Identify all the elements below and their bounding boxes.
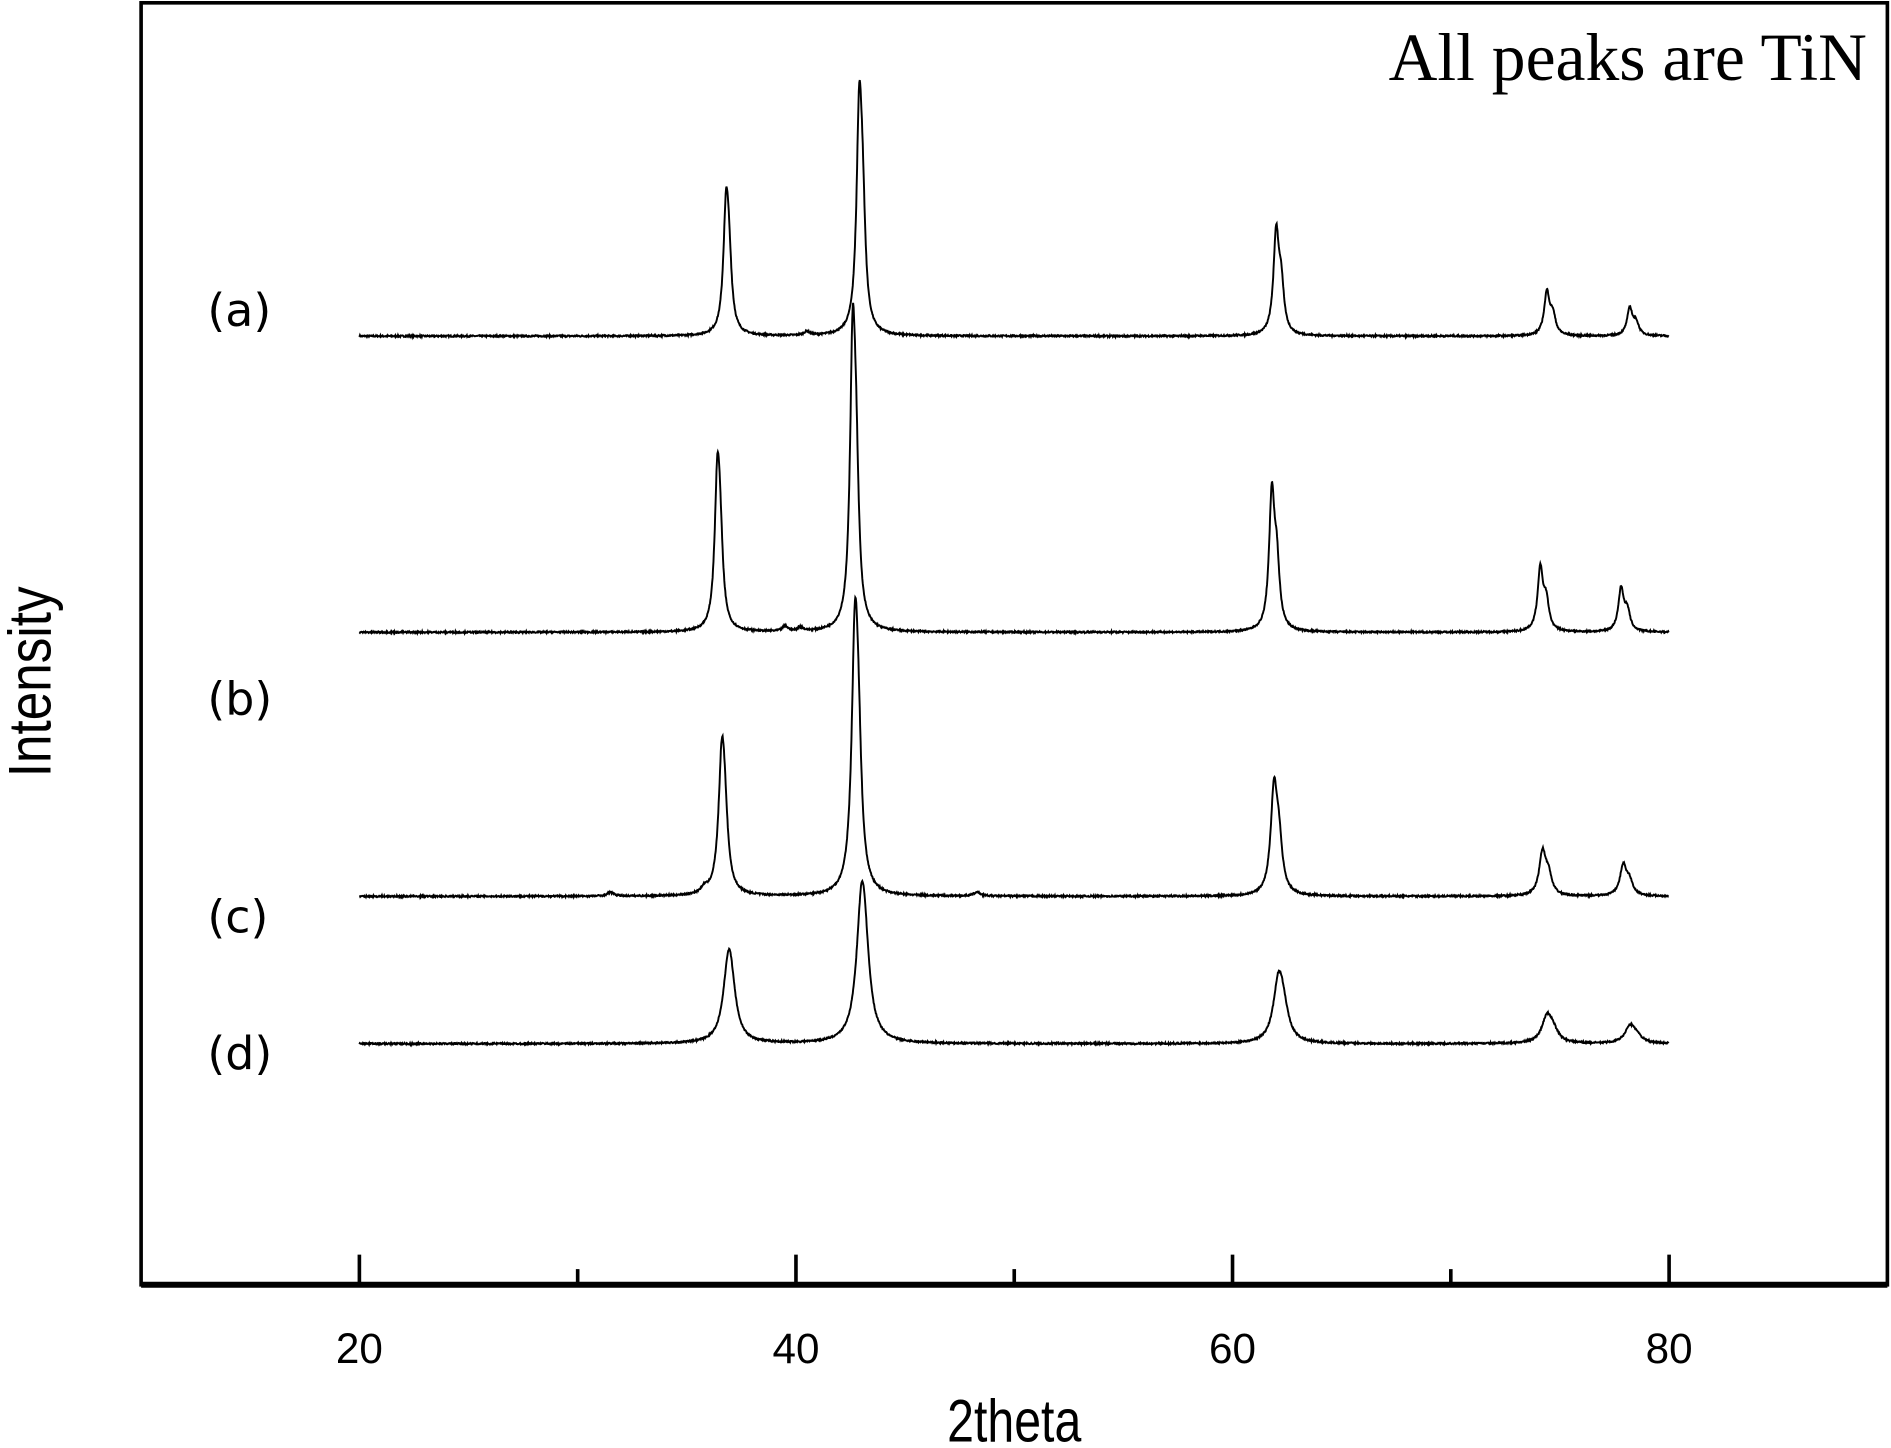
series-label: (a): [207, 283, 271, 337]
series-label: (d): [207, 1026, 272, 1080]
x-axis-title: 2theta: [947, 1387, 1082, 1448]
series-trace-0: [358, 79, 1670, 341]
series-trace-2: [358, 594, 1670, 901]
annotation: All peaks are TiN: [1389, 20, 1867, 95]
x-tick-label: 80: [1646, 1325, 1693, 1372]
series-label: (c): [207, 890, 268, 944]
x-tick-label: 20: [336, 1325, 383, 1372]
x-tick-label: 40: [772, 1325, 819, 1372]
series-trace-3: [358, 878, 1670, 1048]
plot-frame: [139, 1, 1890, 1287]
series-label: (b): [207, 671, 272, 725]
series-trace-1: [358, 302, 1670, 637]
y-axis-title: Intensity: [0, 586, 64, 777]
x-tick-label: 60: [1209, 1325, 1256, 1372]
